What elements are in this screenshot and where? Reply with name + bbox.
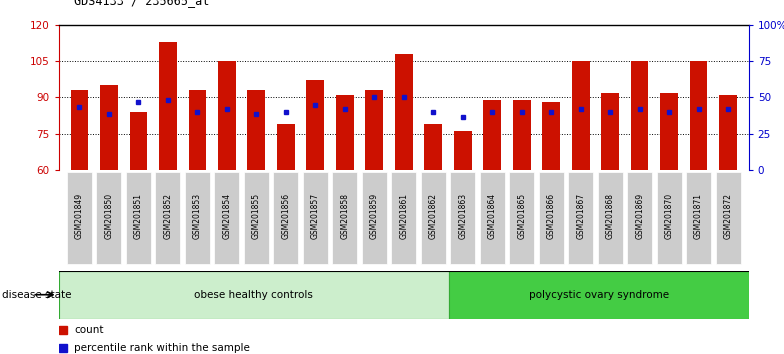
- Text: GSM201872: GSM201872: [724, 193, 732, 239]
- FancyBboxPatch shape: [96, 172, 122, 264]
- Text: GSM201849: GSM201849: [75, 193, 84, 239]
- FancyBboxPatch shape: [67, 172, 92, 264]
- FancyBboxPatch shape: [568, 172, 593, 264]
- FancyBboxPatch shape: [539, 172, 564, 264]
- FancyBboxPatch shape: [274, 172, 299, 264]
- Text: GSM201869: GSM201869: [635, 193, 644, 239]
- FancyBboxPatch shape: [686, 172, 711, 264]
- Text: GSM201868: GSM201868: [606, 193, 615, 239]
- Text: count: count: [74, 325, 104, 335]
- Bar: [719, 95, 737, 170]
- FancyBboxPatch shape: [185, 172, 210, 264]
- Text: GSM201864: GSM201864: [488, 193, 497, 239]
- Text: GSM201871: GSM201871: [694, 193, 703, 239]
- Bar: [395, 54, 412, 170]
- Bar: [690, 61, 707, 170]
- Text: GSM201859: GSM201859: [370, 193, 379, 239]
- Text: GSM201861: GSM201861: [399, 193, 408, 239]
- Text: GSM201851: GSM201851: [134, 193, 143, 239]
- Text: percentile rank within the sample: percentile rank within the sample: [74, 343, 250, 353]
- Bar: [484, 100, 501, 170]
- Bar: [159, 42, 176, 170]
- FancyBboxPatch shape: [716, 172, 741, 264]
- FancyBboxPatch shape: [656, 172, 681, 264]
- Text: GSM201853: GSM201853: [193, 193, 201, 239]
- FancyBboxPatch shape: [244, 172, 269, 264]
- Text: GSM201854: GSM201854: [223, 193, 231, 239]
- FancyBboxPatch shape: [450, 172, 475, 264]
- Text: GSM201856: GSM201856: [281, 193, 290, 239]
- Bar: [59, 271, 448, 319]
- FancyBboxPatch shape: [421, 172, 446, 264]
- Text: disease state: disease state: [2, 290, 71, 300]
- FancyBboxPatch shape: [155, 172, 180, 264]
- Text: GSM201863: GSM201863: [458, 193, 467, 239]
- Bar: [71, 90, 89, 170]
- Text: GSM201865: GSM201865: [517, 193, 526, 239]
- Bar: [277, 124, 295, 170]
- Bar: [454, 131, 471, 170]
- Text: GDS4133 / 235665_at: GDS4133 / 235665_at: [74, 0, 210, 7]
- Bar: [336, 95, 354, 170]
- Bar: [660, 92, 678, 170]
- FancyBboxPatch shape: [509, 172, 534, 264]
- FancyBboxPatch shape: [332, 172, 358, 264]
- Bar: [100, 85, 118, 170]
- Bar: [188, 90, 206, 170]
- Text: GSM201857: GSM201857: [310, 193, 320, 239]
- Bar: [448, 271, 749, 319]
- Text: GSM201862: GSM201862: [429, 193, 437, 239]
- Text: GSM201852: GSM201852: [163, 193, 172, 239]
- Bar: [248, 90, 265, 170]
- FancyBboxPatch shape: [627, 172, 652, 264]
- Text: GSM201858: GSM201858: [340, 193, 350, 239]
- Text: GSM201870: GSM201870: [665, 193, 673, 239]
- Bar: [601, 92, 619, 170]
- Text: GSM201855: GSM201855: [252, 193, 261, 239]
- Bar: [631, 61, 648, 170]
- FancyBboxPatch shape: [597, 172, 622, 264]
- FancyBboxPatch shape: [391, 172, 416, 264]
- Bar: [307, 80, 324, 170]
- FancyBboxPatch shape: [303, 172, 328, 264]
- FancyBboxPatch shape: [361, 172, 387, 264]
- Text: GSM201866: GSM201866: [546, 193, 556, 239]
- Bar: [424, 124, 442, 170]
- Text: polycystic ovary syndrome: polycystic ovary syndrome: [528, 290, 669, 300]
- Bar: [365, 90, 383, 170]
- Text: obese healthy controls: obese healthy controls: [194, 290, 314, 300]
- Bar: [543, 102, 560, 170]
- Bar: [513, 100, 531, 170]
- Bar: [218, 61, 236, 170]
- FancyBboxPatch shape: [214, 172, 239, 264]
- Text: GSM201867: GSM201867: [576, 193, 585, 239]
- Bar: [572, 61, 590, 170]
- FancyBboxPatch shape: [126, 172, 151, 264]
- Bar: [129, 112, 147, 170]
- FancyBboxPatch shape: [480, 172, 505, 264]
- Text: GSM201850: GSM201850: [104, 193, 114, 239]
